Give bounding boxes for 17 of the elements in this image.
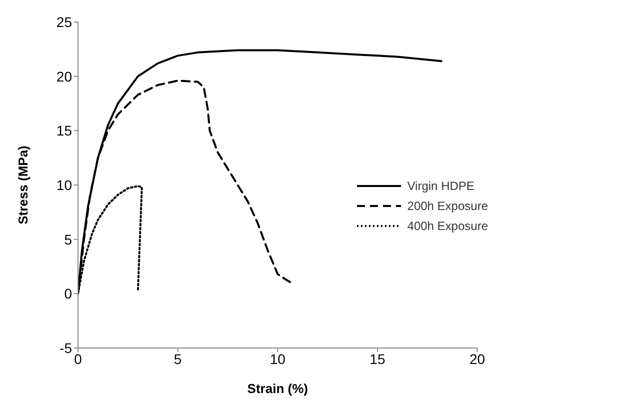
y-tick-label: 15 xyxy=(56,122,72,139)
x-tick-label: 0 xyxy=(74,350,82,367)
x-tick-label: 15 xyxy=(370,350,386,367)
legend-label: 200h Exposure xyxy=(407,198,488,212)
y-tick-label: -5 xyxy=(60,340,72,356)
y-tick-label: 20 xyxy=(56,68,72,84)
x-axis-title: Strain (%) xyxy=(247,381,308,396)
x-tick-label: 5 xyxy=(174,350,182,367)
y-tick-label: 25 xyxy=(56,14,72,30)
x-tick-label: 10 xyxy=(270,350,286,367)
y-tick-label: 5 xyxy=(64,231,72,248)
legend-label: 400h Exposure xyxy=(407,218,488,232)
y-tick-label: 10 xyxy=(56,176,72,193)
y-axis-title: Stress (MPa) xyxy=(16,146,31,224)
x-tick-label: 20 xyxy=(469,350,486,367)
y-tick-label: 0 xyxy=(64,286,72,302)
legend-label: Virgin HDPE xyxy=(407,178,474,192)
